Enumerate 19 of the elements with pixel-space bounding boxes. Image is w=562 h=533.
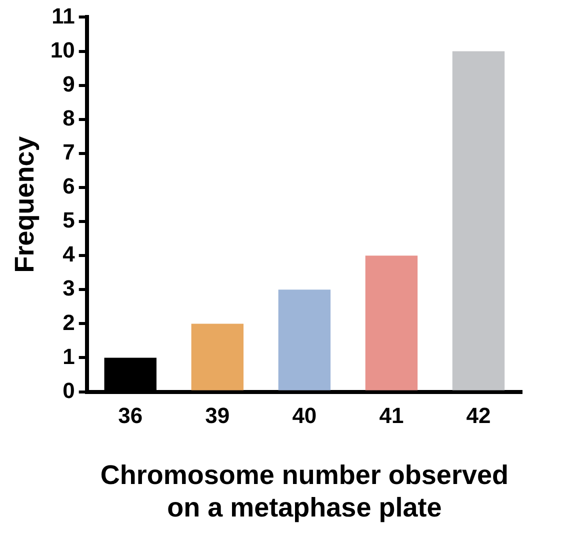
y-tick-label: 9 bbox=[62, 71, 75, 96]
y-tick-label: 0 bbox=[62, 378, 75, 403]
x-tick-label: 39 bbox=[205, 403, 230, 428]
y-tick-label: 8 bbox=[62, 105, 75, 130]
x-tick-label: 40 bbox=[292, 403, 317, 428]
y-tick-label: 1 bbox=[62, 344, 75, 369]
y-tick-label: 2 bbox=[62, 310, 75, 335]
x-tick-label: 36 bbox=[118, 403, 143, 428]
y-tick-label: 7 bbox=[62, 139, 75, 164]
y-tick-label: 5 bbox=[62, 208, 75, 233]
y-axis-title: Frequency bbox=[10, 136, 40, 273]
y-tick-label: 3 bbox=[62, 276, 75, 301]
y-tick-label: 10 bbox=[50, 37, 75, 62]
x-axis-title: Chromosome number observed on a metaphase plate bbox=[100, 460, 508, 522]
x-tick-label: 41 bbox=[379, 403, 404, 428]
y-tick-label: 11 bbox=[52, 3, 75, 28]
y-tick-label: 4 bbox=[62, 242, 76, 267]
y-tick-label: 6 bbox=[62, 174, 75, 199]
x-tick-label: 42 bbox=[466, 403, 491, 428]
